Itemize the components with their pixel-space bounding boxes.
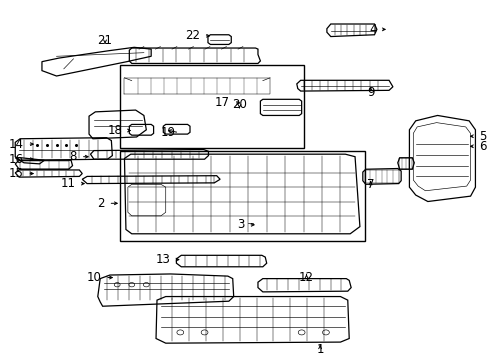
Text: 7: 7 <box>366 178 374 191</box>
Text: 22: 22 <box>184 29 199 42</box>
Text: 10: 10 <box>86 271 101 284</box>
Text: 19: 19 <box>160 126 175 139</box>
Text: 3: 3 <box>237 218 244 231</box>
Text: 14: 14 <box>8 138 23 150</box>
Text: 2: 2 <box>97 197 104 210</box>
Text: 15: 15 <box>9 167 23 180</box>
Text: 5: 5 <box>478 130 486 143</box>
Bar <box>120 151 364 241</box>
Bar <box>120 65 304 148</box>
Text: 1: 1 <box>316 343 323 356</box>
Text: 6: 6 <box>478 140 486 153</box>
Text: 17: 17 <box>214 96 229 109</box>
Text: 8: 8 <box>69 150 77 163</box>
Text: 13: 13 <box>155 253 170 266</box>
Text: 11: 11 <box>61 177 75 190</box>
Text: 18: 18 <box>107 124 122 137</box>
Text: 9: 9 <box>366 86 374 99</box>
Text: 16: 16 <box>8 153 23 166</box>
Text: 4: 4 <box>368 23 376 36</box>
Text: 20: 20 <box>232 98 246 111</box>
Text: 12: 12 <box>298 271 313 284</box>
Text: 21: 21 <box>98 33 112 47</box>
